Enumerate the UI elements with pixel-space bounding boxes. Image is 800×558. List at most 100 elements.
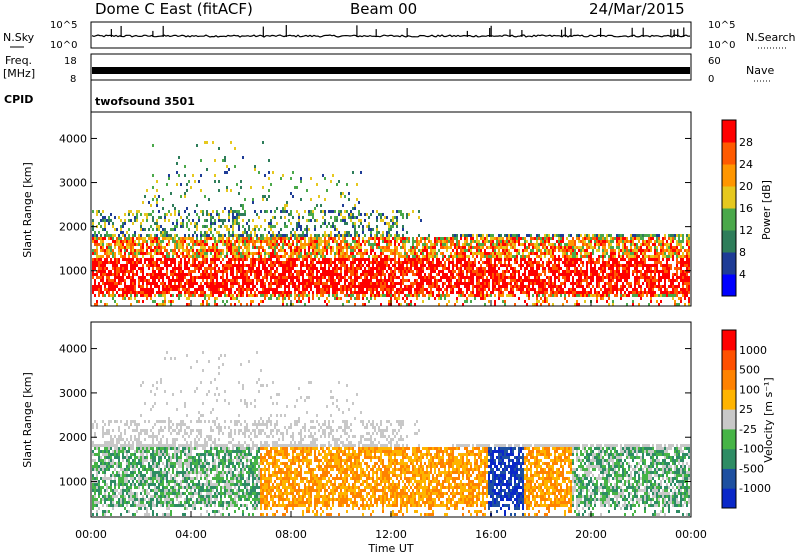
power-cell (608, 297, 610, 300)
power-cell (382, 279, 384, 282)
power-cell (274, 279, 276, 282)
power-cell (600, 234, 602, 237)
power-cell (114, 228, 116, 231)
power-cell (506, 285, 508, 288)
power-cell (174, 210, 176, 213)
power-cell (122, 243, 124, 246)
power-cell (280, 282, 282, 285)
power-cell (172, 261, 174, 264)
power-cell (472, 255, 474, 258)
power-cell (302, 216, 304, 219)
power-cell (572, 264, 574, 267)
power-cell (332, 288, 334, 291)
power-cell (106, 255, 108, 258)
power-cell (98, 294, 100, 297)
power-cell (248, 294, 250, 297)
power-cell (404, 237, 406, 240)
power-cell (432, 291, 434, 294)
power-cell (608, 258, 610, 261)
power-cell (308, 267, 310, 270)
power-cell (126, 237, 128, 240)
power-cell (606, 294, 608, 297)
power-cell (306, 258, 308, 261)
power-cell (300, 300, 302, 303)
power-cell (370, 297, 372, 300)
power-cell (550, 288, 552, 291)
power-cell (234, 264, 236, 267)
power-cell (184, 234, 186, 237)
power-cell (562, 273, 564, 276)
power-cell (368, 258, 370, 261)
power-cell (272, 276, 274, 279)
power-cell (454, 255, 456, 258)
power-cell (240, 285, 242, 288)
power-cell (464, 267, 466, 270)
power-cell (466, 267, 468, 270)
power-cell (300, 240, 302, 243)
power-cell (310, 252, 312, 255)
power-cell (158, 276, 160, 279)
power-cell (178, 285, 180, 288)
power-cell (100, 258, 102, 261)
power-cell (312, 264, 314, 267)
power-cell (296, 300, 298, 303)
power-cell (164, 246, 166, 249)
power-cell (92, 210, 94, 213)
power-cell (196, 249, 198, 252)
power-cell (302, 231, 304, 234)
power-cell (528, 282, 530, 285)
power-cell (406, 267, 408, 270)
power-cell (178, 282, 180, 285)
power-cell (120, 246, 122, 249)
power-cell (608, 240, 610, 243)
power-cell (454, 252, 456, 255)
power-cell (502, 285, 504, 288)
power-cell (112, 282, 114, 285)
power-cell (272, 231, 274, 234)
power-cell (506, 258, 508, 261)
power-cell (462, 243, 464, 246)
power-cell (238, 222, 240, 225)
power-cell (112, 261, 114, 264)
power-cell (154, 270, 156, 273)
power-cell (248, 240, 250, 243)
power-cell (530, 237, 532, 240)
power-cell (570, 249, 572, 252)
power-cell (168, 177, 170, 180)
power-cell (206, 300, 208, 303)
power-cell (142, 267, 144, 270)
power-cell (466, 240, 468, 243)
power-cell (378, 294, 380, 297)
power-cell (556, 234, 558, 237)
power-cell (332, 249, 334, 252)
power-cell (544, 288, 546, 291)
power-cell (344, 255, 346, 258)
power-cell (246, 258, 248, 261)
power-cell (182, 249, 184, 252)
power-cell (274, 291, 276, 294)
power-cell (100, 240, 102, 243)
power-cell (492, 264, 494, 267)
power-cell (310, 273, 312, 276)
power-cell (614, 237, 616, 240)
power-cell (172, 276, 174, 279)
power-cell (128, 243, 130, 246)
power-cell (340, 213, 342, 216)
power-cell (326, 249, 328, 252)
power-cell (508, 252, 510, 255)
power-cell (344, 240, 346, 243)
power-cell (174, 264, 176, 267)
power-cell (224, 294, 226, 297)
power-cell (538, 261, 540, 264)
power-cell (338, 234, 340, 237)
power-cell (484, 270, 486, 273)
power-cell (558, 267, 560, 270)
power-cell (100, 219, 102, 222)
power-cell (330, 276, 332, 279)
power-cell (446, 246, 448, 249)
power-cell (430, 276, 432, 279)
power-cell (132, 273, 134, 276)
power-cell (438, 279, 440, 282)
power-cell (170, 294, 172, 297)
power-cell (316, 276, 318, 279)
